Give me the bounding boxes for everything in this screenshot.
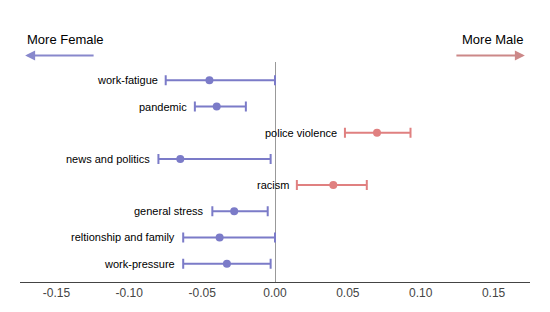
svg-text:general stress: general stress (134, 205, 204, 217)
svg-text:0.10: 0.10 (409, 286, 433, 300)
svg-text:police violence: police violence (265, 127, 337, 139)
svg-text:0.15: 0.15 (482, 286, 506, 300)
svg-text:pandemic: pandemic (139, 101, 187, 113)
svg-text:0.05: 0.05 (336, 286, 360, 300)
svg-text:reltionship and family: reltionship and family (71, 231, 175, 243)
svg-text:news and politics: news and politics (66, 153, 150, 165)
svg-text:work-pressure: work-pressure (104, 258, 175, 270)
svg-text:More Male: More Male (462, 32, 523, 47)
svg-text:-0.05: -0.05 (188, 286, 216, 300)
svg-text:work-fatigue: work-fatigue (97, 74, 158, 86)
svg-text:-0.10: -0.10 (116, 286, 144, 300)
svg-text:0.00: 0.00 (263, 286, 287, 300)
svg-text:-0.15: -0.15 (43, 286, 71, 300)
svg-text:More Female: More Female (27, 32, 104, 47)
svg-text:racism: racism (257, 179, 289, 191)
